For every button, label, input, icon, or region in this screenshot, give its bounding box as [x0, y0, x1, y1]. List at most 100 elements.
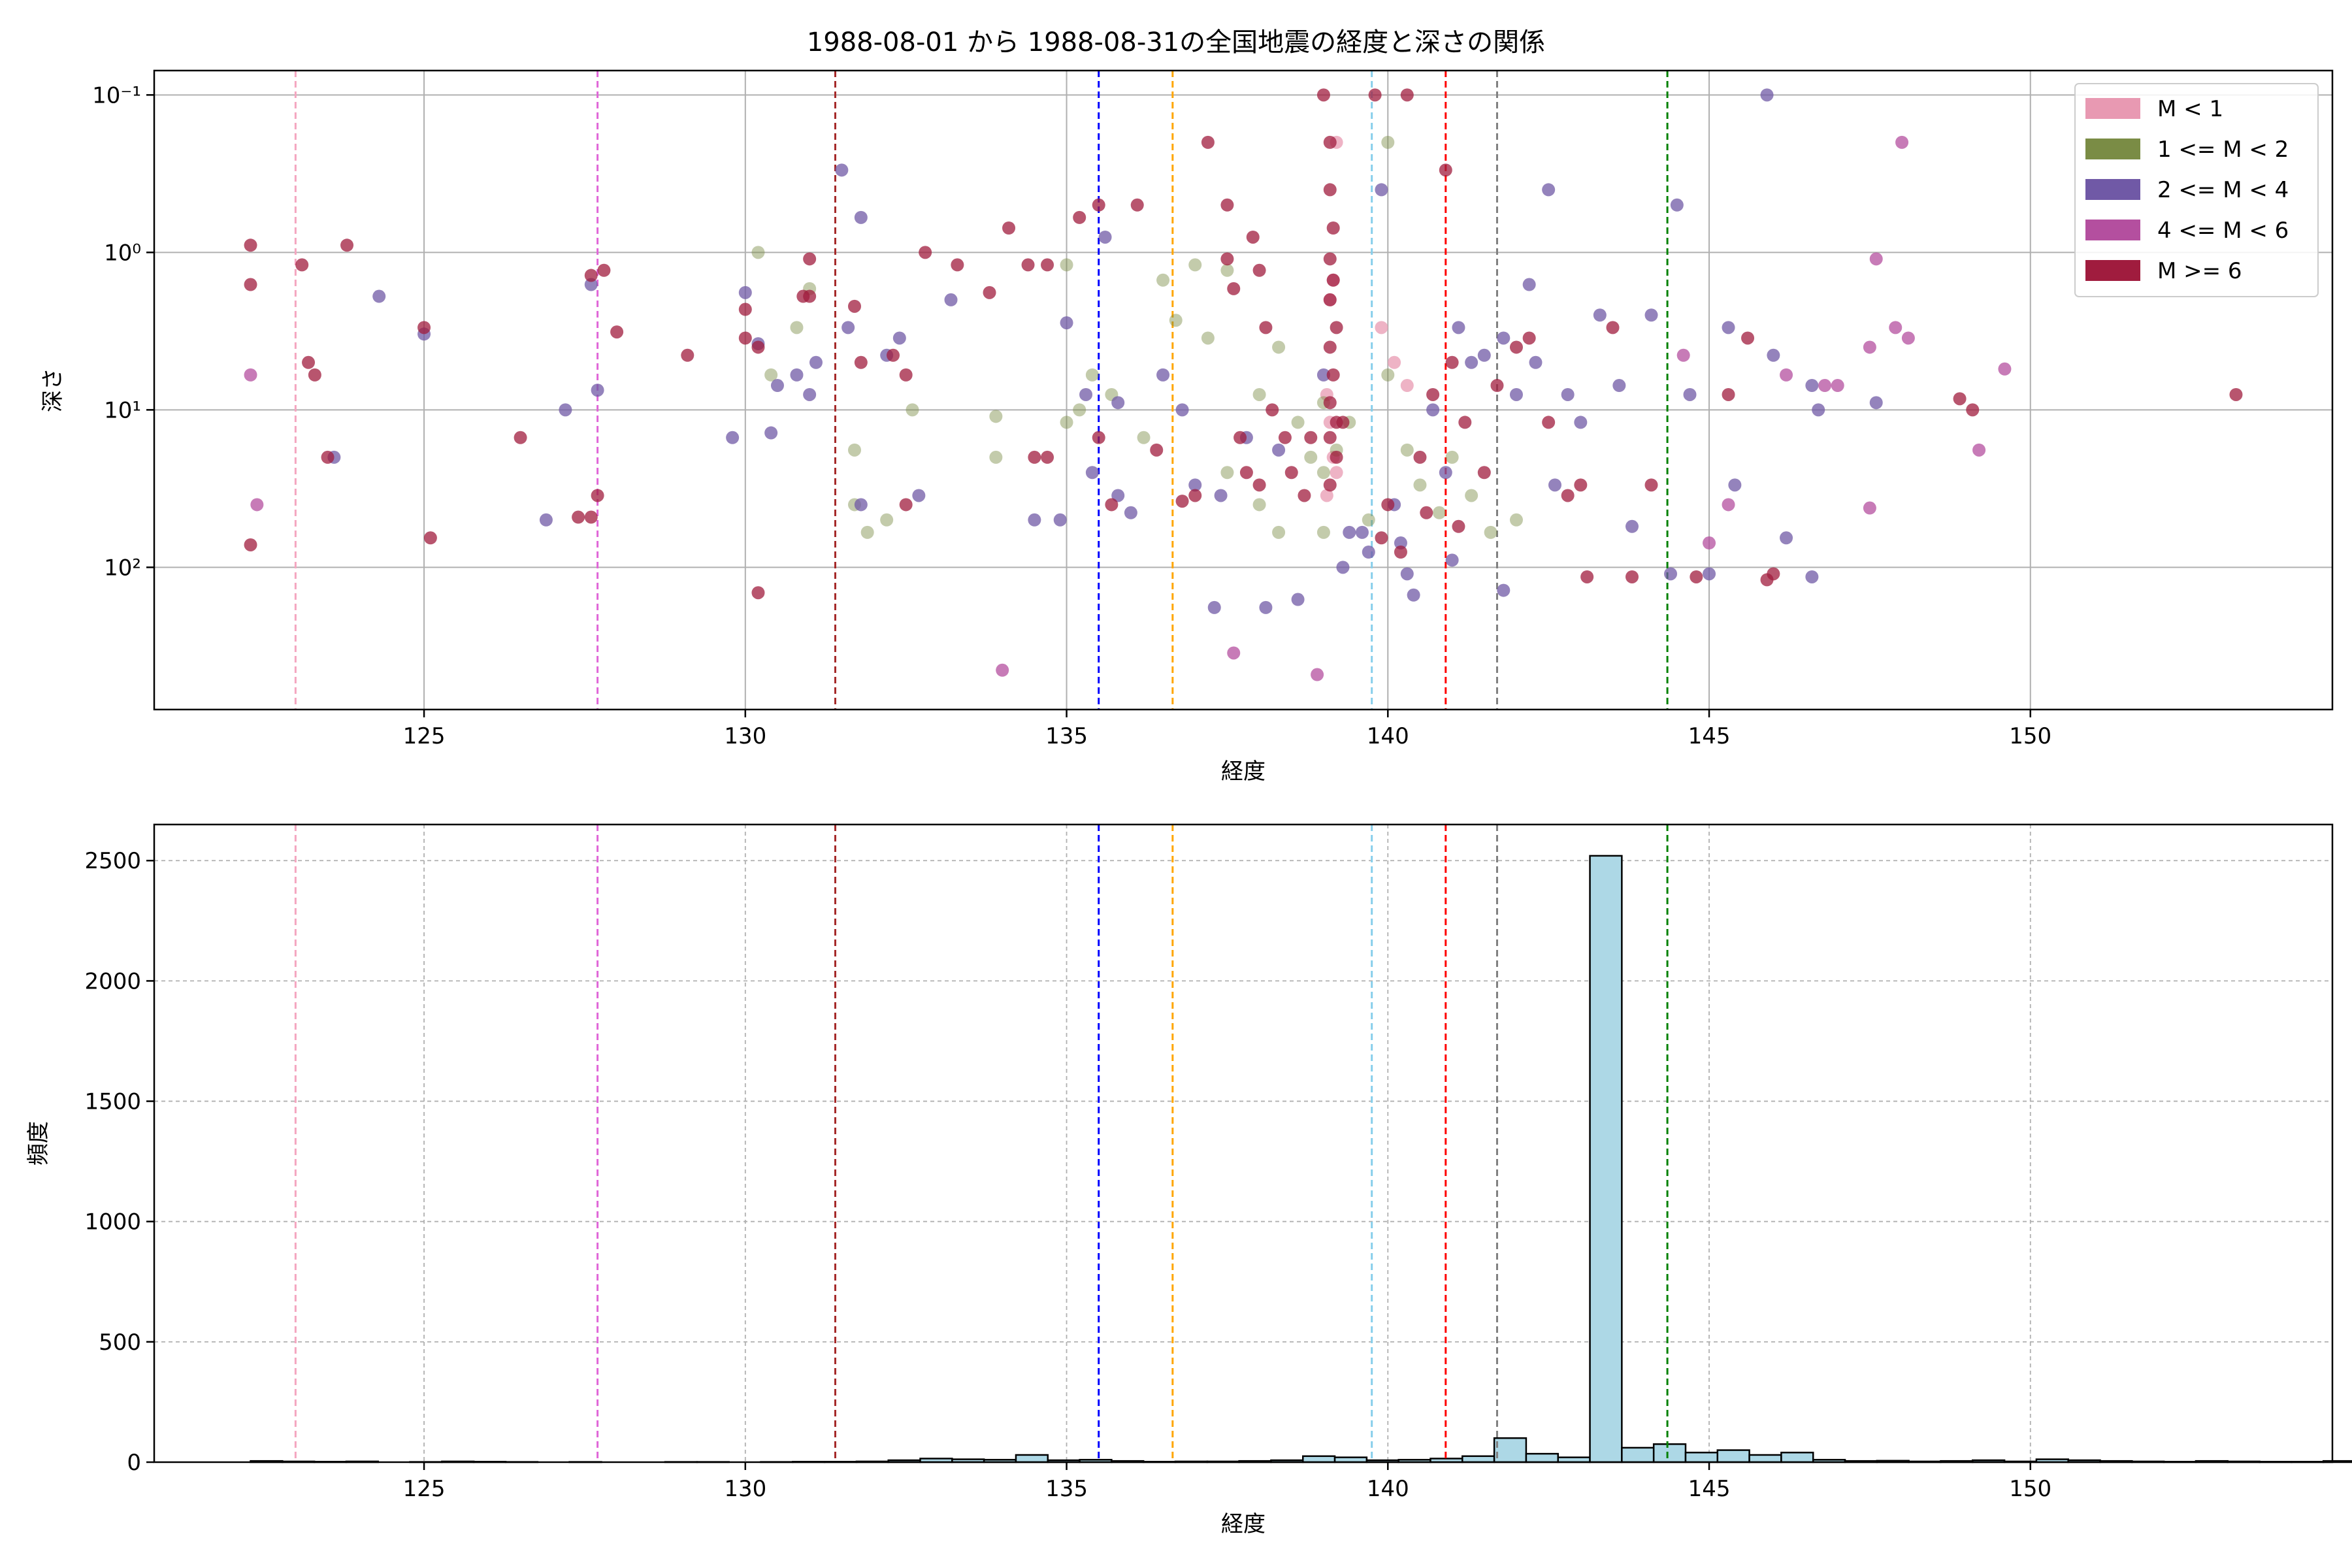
- scatter-point: [1644, 478, 1658, 492]
- scatter-point: [295, 258, 309, 272]
- scatter-point: [1375, 321, 1388, 335]
- scatter-point: [1079, 387, 1093, 401]
- scatter-point: [244, 538, 257, 551]
- legend-box: [2074, 83, 2319, 297]
- histogram-x-tick-label: 140: [1367, 1476, 1409, 1502]
- scatter-point: [1574, 416, 1588, 429]
- legend-swatch: [2085, 220, 2140, 240]
- scatter-x-tick-label: 125: [403, 723, 446, 749]
- scatter-point: [1676, 348, 1690, 362]
- scatter-x-tick-label: 135: [1045, 723, 1088, 749]
- scatter-point: [321, 450, 335, 464]
- scatter-point: [1490, 379, 1504, 393]
- scatter-point: [1542, 416, 1556, 429]
- scatter-point: [1722, 498, 1735, 512]
- scatter-point: [1156, 368, 1170, 382]
- scatter-point: [1330, 321, 1343, 335]
- scatter-point: [847, 443, 861, 457]
- histogram-x-ticks: 125 130 135 140 145 150: [403, 1462, 2051, 1502]
- scatter-point: [1326, 273, 1340, 287]
- scatter-point: [751, 586, 765, 600]
- scatter-point: [1323, 252, 1337, 266]
- scatter-point: [1413, 450, 1427, 464]
- scatter-point: [809, 355, 823, 369]
- scatter-point: [514, 431, 527, 444]
- scatter-point: [610, 325, 624, 339]
- scatter-point: [1869, 252, 1883, 266]
- scatter-point: [1201, 135, 1215, 149]
- scatter-point: [1320, 489, 1333, 502]
- scatter-point: [835, 163, 849, 177]
- scatter-point: [1542, 183, 1556, 197]
- histogram-bars: [250, 855, 2352, 1463]
- scatter-point: [1439, 466, 1452, 480]
- scatter-point: [417, 321, 431, 335]
- scatter-point: [1330, 450, 1343, 464]
- scatter-point: [1169, 314, 1183, 327]
- scatter-point: [1362, 513, 1375, 527]
- scatter-point: [1323, 431, 1337, 444]
- scatter-point: [841, 321, 855, 335]
- scatter-point: [244, 278, 257, 291]
- histogram-y-tick-label: 1500: [84, 1089, 141, 1115]
- histogram-x-tick-label: 135: [1045, 1476, 1088, 1502]
- histogram-y-tick-label: 2000: [84, 968, 141, 994]
- scatter-point: [1760, 88, 1774, 102]
- scatter-point: [1041, 258, 1054, 272]
- scatter-point: [1439, 163, 1452, 177]
- scatter-point: [1458, 416, 1472, 429]
- scatter-y-ticks: 10⁻¹ 10⁰ 10¹ 10²: [92, 82, 154, 581]
- scatter-point: [1722, 321, 1735, 335]
- scatter-point: [1085, 466, 1099, 480]
- scatter-point: [1092, 431, 1105, 444]
- legend-swatch: [2085, 139, 2140, 159]
- scatter-point: [1574, 478, 1588, 492]
- histogram-bar: [1684, 1452, 1719, 1463]
- scatter-point: [1326, 221, 1340, 235]
- scatter-point: [1664, 567, 1678, 581]
- scatter-point: [1400, 443, 1414, 457]
- scatter-point: [1375, 531, 1388, 545]
- scatter-point: [1818, 379, 1832, 393]
- scatter-point: [1413, 478, 1427, 492]
- scatter-point: [1407, 588, 1420, 602]
- scatter-x-tick-label: 145: [1688, 723, 1731, 749]
- scatter-point: [1220, 252, 1234, 266]
- scatter-point: [996, 663, 1009, 677]
- histogram-y-axis-label: 頻度: [25, 1121, 52, 1166]
- scatter-point: [1343, 525, 1356, 539]
- scatter-point: [1375, 183, 1388, 197]
- scatter-point: [1767, 567, 1780, 581]
- histogram-bar: [1652, 1443, 1687, 1463]
- scatter-point: [944, 293, 958, 306]
- scatter-point: [989, 410, 1003, 423]
- scatter-point: [1394, 536, 1407, 550]
- histogram-y-ticks: 0 500 1000 1500 2000 2500: [84, 848, 154, 1476]
- scatter-point: [1124, 506, 1137, 519]
- scatter-x-tick-label: 150: [2009, 723, 2051, 749]
- scatter-point: [803, 252, 817, 266]
- histogram-bar: [1525, 1452, 1559, 1463]
- scatter-point: [1284, 466, 1298, 480]
- scatter-point: [1683, 387, 1697, 401]
- scatter-point: [1355, 525, 1369, 539]
- scatter-point: [1220, 466, 1234, 480]
- scatter-y-tick-label: 10⁻¹: [92, 82, 141, 108]
- scatter-point: [919, 246, 932, 259]
- histogram-y-tick-label: 2500: [84, 848, 141, 874]
- scatter-point: [1105, 498, 1119, 512]
- legend-label: M >= 6: [2157, 258, 2242, 284]
- scatter-point: [1722, 387, 1735, 401]
- histogram-axes-frame: [153, 823, 2334, 1463]
- scatter-x-tick-label: 130: [724, 723, 766, 749]
- scatter-axes-frame: [153, 69, 2334, 711]
- histogram-bar: [1621, 1446, 1655, 1463]
- scatter-point: [591, 384, 604, 397]
- scatter-point: [1625, 519, 1639, 533]
- scatter-point: [1445, 450, 1459, 464]
- scatter-point: [1381, 135, 1395, 149]
- scatter-point: [803, 289, 817, 303]
- scatter-point: [1625, 570, 1639, 583]
- histogram-y-tick-label: 500: [99, 1330, 141, 1356]
